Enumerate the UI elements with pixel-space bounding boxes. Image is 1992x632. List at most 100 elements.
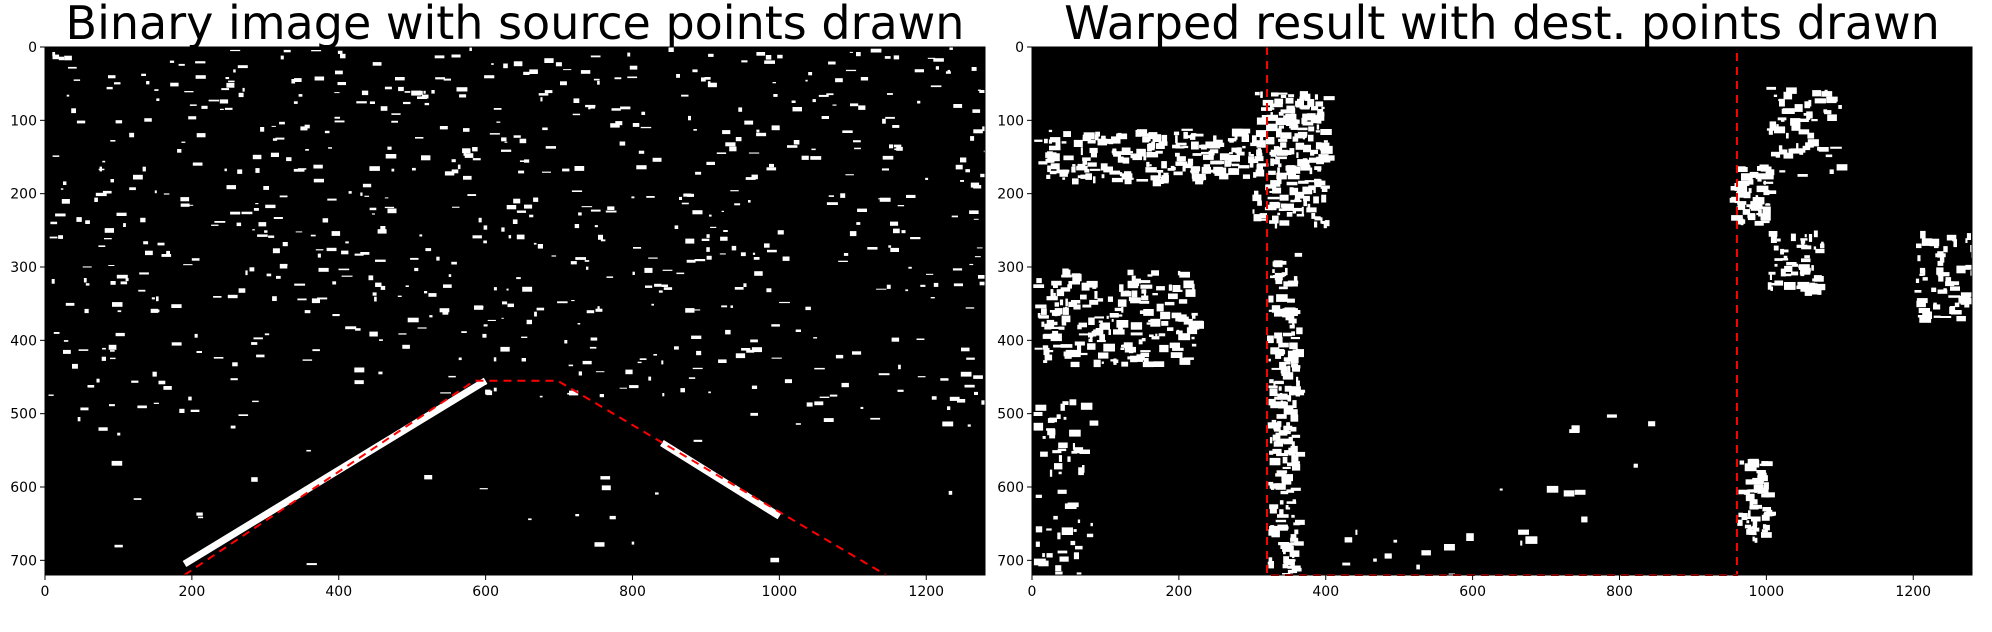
noise-pixel <box>1125 151 1133 154</box>
noise-pixel <box>405 285 409 287</box>
noise-pixel <box>1294 252 1303 257</box>
noise-pixel <box>257 234 268 237</box>
noise-pixel <box>1779 149 1788 155</box>
noise-pixel <box>1774 263 1778 267</box>
noise-pixel <box>685 308 695 313</box>
noise-pixel <box>1146 161 1150 167</box>
noise-pixel <box>1316 113 1325 121</box>
noise-pixel <box>533 197 539 202</box>
noise-pixel <box>1131 275 1136 283</box>
noise-pixel <box>145 250 153 256</box>
noise-pixel <box>533 242 537 245</box>
noise-pixel <box>1393 539 1398 543</box>
noise-pixel <box>1191 141 1199 150</box>
noise-pixel <box>719 253 726 255</box>
noise-pixel <box>1266 114 1278 121</box>
noise-pixel <box>974 391 978 395</box>
noise-pixel <box>949 47 953 50</box>
noise-pixel <box>1384 553 1392 559</box>
noise-pixel <box>1234 135 1238 140</box>
noise-pixel <box>76 217 82 222</box>
noise-pixel <box>1131 290 1138 298</box>
noise-pixel <box>692 210 703 215</box>
noise-pixel <box>156 296 159 302</box>
noise-pixel <box>428 293 437 297</box>
noise-pixel <box>372 292 377 296</box>
noise-pixel <box>627 52 631 57</box>
noise-pixel <box>462 148 471 154</box>
noise-pixel <box>1057 550 1068 554</box>
noise-pixel <box>1146 152 1159 158</box>
noise-pixel <box>1269 450 1274 455</box>
noise-pixel <box>567 392 578 395</box>
noise-pixel <box>1114 307 1123 312</box>
noise-pixel <box>813 337 818 339</box>
noise-pixel <box>1276 349 1284 356</box>
noise-pixel <box>770 557 780 563</box>
noise-pixel <box>1289 342 1298 350</box>
noise-pixel <box>544 58 554 63</box>
noise-pixel <box>104 228 114 233</box>
noise-pixel <box>651 303 654 306</box>
noise-pixel <box>695 171 702 175</box>
noise-pixel <box>1736 191 1744 198</box>
axes-frame <box>44 46 986 576</box>
noise-pixel <box>1148 136 1151 142</box>
noise-pixel <box>1087 343 1096 350</box>
noise-pixel <box>201 105 208 109</box>
noise-pixel <box>58 56 65 61</box>
noise-pixel <box>500 346 510 352</box>
noise-pixel <box>910 237 921 240</box>
noise-pixel <box>845 174 854 176</box>
noise-pixel <box>917 376 926 378</box>
noise-pixel <box>377 229 387 234</box>
noise-pixel <box>1270 181 1281 187</box>
noise-pixel <box>1762 206 1771 214</box>
noise-pixel <box>599 394 604 398</box>
noise-pixel <box>1763 181 1774 184</box>
noise-pixel <box>1274 332 1283 339</box>
noise-pixel <box>1290 537 1299 542</box>
noise-pixel <box>801 155 809 160</box>
noise-pixel <box>1088 332 1094 338</box>
noise-pixel <box>1280 542 1286 549</box>
noise-pixel <box>1106 315 1109 319</box>
noise-pixel <box>793 140 800 145</box>
noise-pixel <box>111 460 123 466</box>
noise-pixel <box>1256 140 1266 148</box>
noise-pixel <box>1103 343 1115 352</box>
noise-pixel <box>853 140 861 143</box>
noise-pixel <box>1274 380 1284 385</box>
noise-pixel <box>1780 248 1784 255</box>
noise-pixel <box>1043 347 1050 356</box>
noise-pixel <box>1181 128 1193 131</box>
noise-pixel <box>1950 310 1962 315</box>
noise-pixel <box>725 142 736 147</box>
noise-pixel <box>1287 395 1292 402</box>
noise-pixel <box>969 263 974 266</box>
noise-pixel <box>1939 256 1945 263</box>
noise-pixel <box>756 52 766 56</box>
noise-pixel <box>1279 194 1289 201</box>
noise-pixel <box>1290 414 1299 422</box>
noise-pixel <box>1142 361 1154 368</box>
noise-pixel <box>1783 91 1793 100</box>
noise-pixel <box>1282 545 1294 552</box>
noise-pixel <box>1287 298 1295 303</box>
noise-pixel <box>969 210 979 214</box>
noise-pixel <box>787 145 798 148</box>
noise-pixel <box>1273 423 1277 431</box>
noise-pixel <box>771 324 780 327</box>
noise-pixel <box>186 204 194 206</box>
noise-pixel <box>1283 407 1294 415</box>
x-tick-label: 200 <box>179 584 206 600</box>
noise-pixel <box>1287 569 1294 574</box>
noise-pixel <box>638 150 645 154</box>
noise-pixel <box>636 165 647 170</box>
noise-pixel <box>1811 265 1814 271</box>
noise-pixel <box>191 258 200 261</box>
noise-pixel <box>1147 274 1153 277</box>
noise-pixel <box>190 409 200 412</box>
noise-pixel <box>1813 230 1818 238</box>
noise-pixel <box>860 77 869 81</box>
